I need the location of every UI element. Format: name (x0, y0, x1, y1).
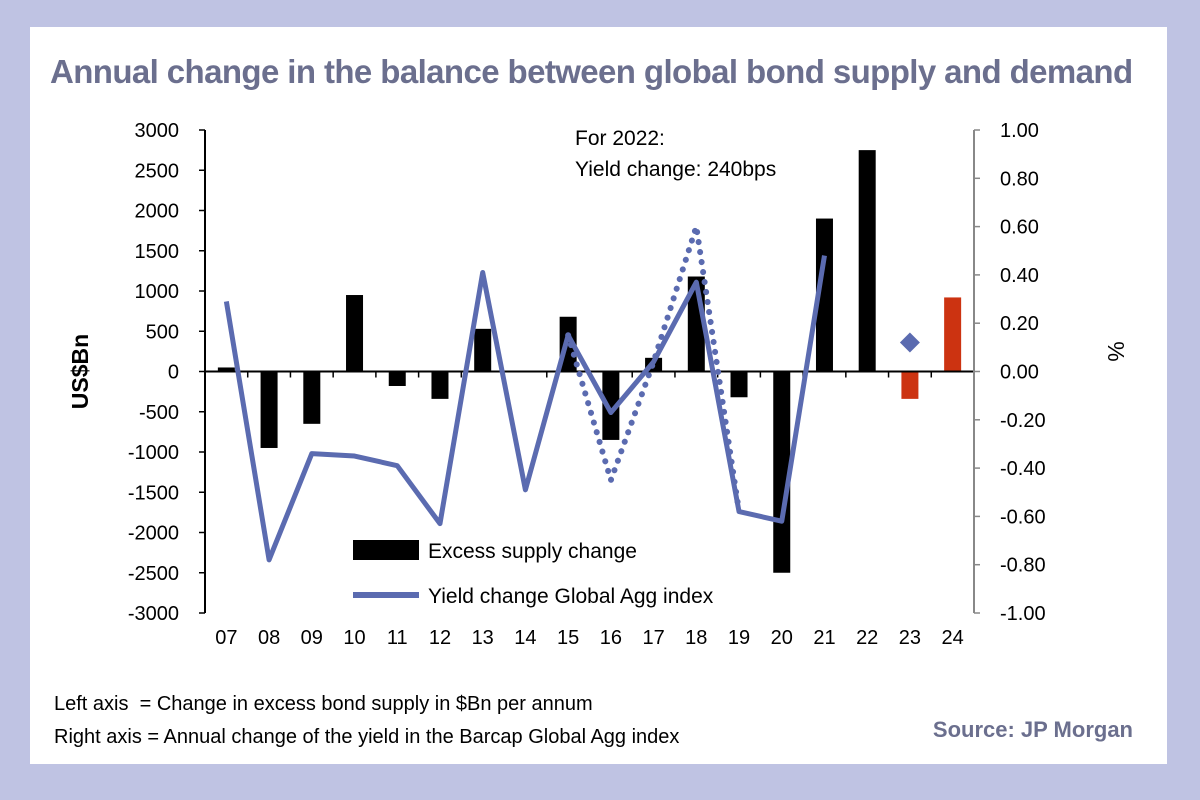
bar-21 (815, 218, 833, 372)
bar-16 (602, 371, 620, 440)
right-tick-label: 1.00 (1000, 120, 1039, 142)
bar-11 (388, 371, 406, 386)
bar-23 (901, 371, 919, 399)
bar-07 (217, 367, 235, 372)
left-tick-label: 1000 (135, 281, 180, 303)
left-axis-label: US$Bn (67, 334, 93, 409)
left-tick-label: 3000 (135, 120, 180, 142)
x-tick-label: 17 (642, 627, 664, 649)
bar-19 (730, 371, 748, 398)
x-tick-label: 07 (215, 627, 237, 649)
left-tick-label: -1000 (128, 442, 179, 464)
x-tick-label: 09 (301, 627, 323, 649)
bar-12 (431, 371, 449, 399)
bar-13 (474, 328, 492, 372)
right-axis-note: Right axis = Annual change of the yield … (54, 726, 680, 748)
left-tick-label: -500 (139, 402, 179, 424)
right-tick-label: 0.00 (1000, 362, 1039, 384)
legend-bar-label: Excess supply change (428, 540, 637, 563)
left-tick-label: -2000 (128, 523, 179, 545)
right-tick-label: 0.40 (1000, 265, 1039, 287)
right-tick-label: -1.00 (1000, 603, 1046, 625)
x-tick-label: 19 (728, 627, 750, 649)
yield-line (223, 255, 827, 563)
left-axis-note: Left axis = Change in excess bond supply… (54, 693, 593, 715)
left-tick-label: -2500 (128, 563, 179, 585)
x-tick-label: 16 (600, 627, 622, 649)
bar-08 (260, 371, 278, 448)
bar-10 (346, 295, 364, 372)
yield-forecast-marker (899, 332, 920, 353)
left-tick-label: 500 (146, 321, 179, 343)
right-tick-label: -0.60 (1000, 506, 1046, 528)
yield-dotted-line (565, 225, 743, 515)
legend-bar-swatch (353, 540, 419, 560)
legend-line-label: Yield change Global Agg index (428, 585, 714, 608)
left-tick-label: 2000 (135, 201, 180, 223)
left-tick-label: -3000 (128, 603, 179, 625)
x-tick-label: 18 (685, 627, 707, 649)
bar-09 (303, 371, 321, 424)
x-tick-label: 21 (813, 627, 835, 649)
chart-card: Annual change in the balance between glo… (30, 27, 1167, 764)
right-tick-label: -0.80 (1000, 555, 1046, 577)
chart-title: Annual change in the balance between glo… (50, 53, 1133, 90)
bar-24 (944, 297, 962, 372)
x-tick-label: 24 (942, 627, 964, 649)
x-tick-label: 20 (771, 627, 793, 649)
x-tick-label: 15 (557, 627, 579, 649)
right-tick-label: -0.40 (1000, 458, 1046, 480)
left-tick-label: 2500 (135, 160, 180, 182)
right-tick-label: 0.20 (1000, 313, 1039, 335)
right-tick-label: 0.60 (1000, 217, 1039, 239)
left-tick-label: 1500 (135, 241, 180, 263)
x-tick-label: 22 (856, 627, 878, 649)
x-tick-label: 13 (472, 627, 494, 649)
right-tick-label: -0.20 (1000, 410, 1046, 432)
right-axis-label: % (1103, 341, 1129, 361)
x-tick-label: 23 (899, 627, 921, 649)
left-tick-label: 0 (168, 362, 179, 384)
annotation-line: Yield change: 240bps (575, 158, 776, 181)
x-tick-label: 08 (258, 627, 280, 649)
chart-svg: 3000 2500 2000 1500 1000 500 0 -500 -1000 -1500 -2… (67, 120, 1129, 649)
annotation-line: For 2022: (575, 127, 665, 150)
source-label: Source: JP Morgan (932, 717, 1133, 742)
x-tick-label: 12 (429, 627, 451, 649)
bar-22 (858, 150, 876, 372)
left-tick-label: -1500 (128, 482, 179, 504)
right-tick-label: 0.80 (1000, 168, 1039, 190)
x-tick-label: 10 (343, 627, 365, 649)
x-tick-label: 11 (387, 627, 408, 649)
x-tick-label: 14 (514, 627, 536, 649)
